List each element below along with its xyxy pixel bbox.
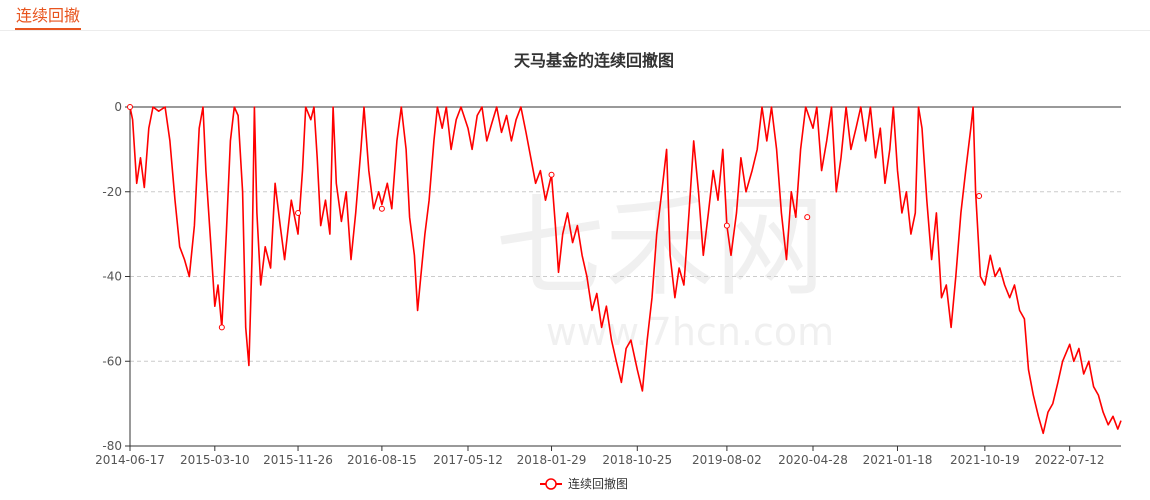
legend-label: 连续回撤图 [568, 476, 628, 491]
series-marker [548, 171, 555, 178]
x-tick-label: 2021-01-18 [863, 453, 933, 467]
tab-drawdown[interactable]: 连续回撤 [15, 6, 82, 30]
series-marker [218, 324, 225, 331]
y-tick-label: -60 [102, 354, 122, 368]
y-tick-label: 0 [114, 100, 122, 114]
y-tick-label: -40 [102, 270, 122, 284]
x-tick-label: 2018-10-25 [602, 453, 672, 467]
series-marker [127, 104, 133, 110]
series-marker [295, 209, 302, 216]
y-axis-ticks: 0 -20 -40 -60 -80 [102, 100, 131, 453]
watermark-url: www.7hcn.com [546, 310, 834, 354]
y-tick-label: -20 [102, 185, 122, 199]
chart-title: 天马基金的连续回撤图 [514, 51, 674, 70]
x-tick-label: 2022-07-12 [1035, 453, 1105, 467]
x-axis-ticks: 2014-06-17 2015-03-10 2015-11-26 2016-08-15… [95, 445, 1121, 467]
series-marker [378, 205, 385, 212]
x-tick-label: 2020-04-28 [778, 453, 848, 467]
series-layer [127, 104, 1122, 435]
x-tick-label: 2017-05-12 [433, 453, 503, 467]
x-tick-label: 2016-08-15 [347, 453, 417, 467]
x-tick-label: 2015-03-10 [180, 453, 250, 467]
series-marker [976, 192, 983, 199]
x-tick-label: 2014-06-17 [95, 453, 165, 467]
x-tick-label: 2015-11-26 [263, 453, 333, 467]
series-marker [804, 214, 811, 221]
x-tick-label: 2019-08-02 [692, 453, 762, 467]
x-tick-label: 2018-01-29 [517, 453, 587, 467]
series-line [129, 106, 1122, 435]
x-tick-label: 2021-10-19 [950, 453, 1020, 467]
y-tick-label: -80 [102, 439, 122, 453]
series-marker [723, 222, 730, 229]
legend[interactable]: 连续回撤图 [540, 476, 628, 491]
tab-bar: 连续回撤 [0, 0, 1150, 31]
grid-lines [130, 106, 1121, 447]
legend-swatch-marker [545, 478, 557, 490]
